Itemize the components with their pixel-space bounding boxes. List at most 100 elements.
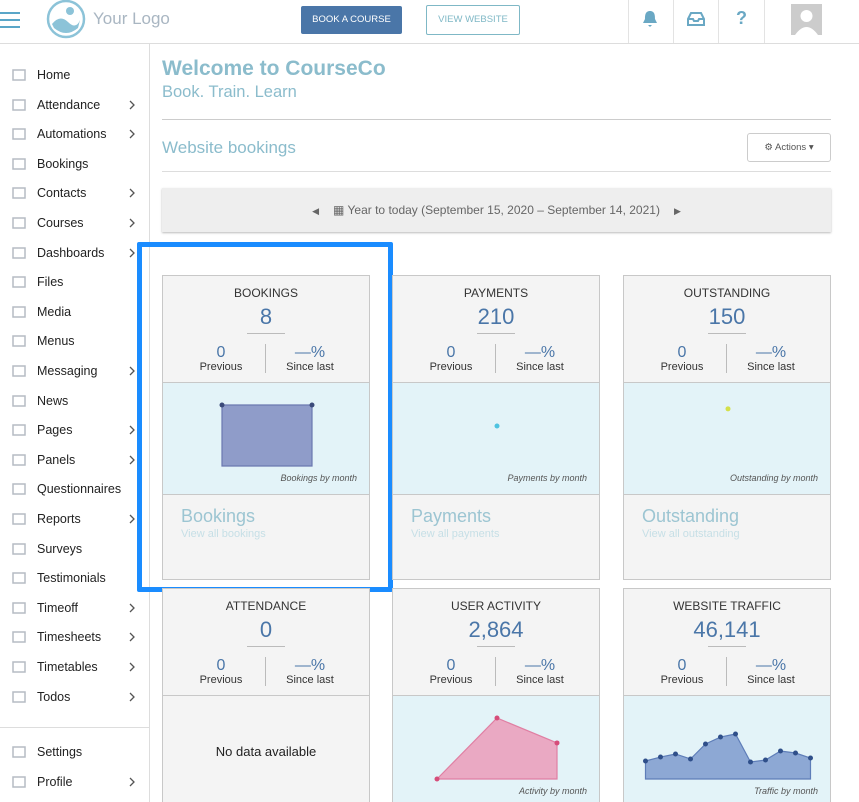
menu-item[interactable]: Surveys — [0, 536, 149, 562]
previous-label: Previous — [199, 361, 243, 373]
card-value: 210 — [477, 304, 515, 329]
card-link-subtitle[interactable]: View all payments — [411, 528, 500, 540]
menu-label: Reports — [37, 512, 81, 526]
menu-icon — [12, 69, 26, 81]
divider — [628, 0, 629, 43]
sidebar — [0, 44, 150, 802]
divider — [673, 0, 674, 43]
previous-label: Previous — [199, 674, 243, 686]
menu-item[interactable]: Messaging — [0, 358, 149, 384]
menu-label: Menus — [37, 334, 75, 349]
book-course-button[interactable]: BOOK A COURSE — [301, 6, 402, 34]
sparkline-point — [718, 734, 723, 740]
menu-item[interactable]: Automations — [0, 121, 149, 147]
menu-item[interactable]: Courses — [0, 210, 149, 236]
menu-item[interactable]: Media — [0, 299, 149, 325]
chart-caption: Bookings by month — [280, 473, 357, 483]
icon-shape — [12, 513, 26, 525]
menu-item[interactable]: Dashboards — [0, 240, 149, 266]
menu-item[interactable]: Attendance — [0, 92, 149, 118]
submenu-chevron — [129, 100, 135, 110]
card: USER ACTIVITY 2,864 0 Previous —% Since last A… — [392, 588, 600, 802]
menu-icon — [12, 276, 26, 288]
chart-caption: Payments by month — [507, 473, 587, 483]
sparkline-point — [763, 757, 768, 763]
chevron — [129, 662, 135, 672]
submenu-chevron — [129, 366, 135, 376]
icon-shape — [12, 335, 26, 348]
menu-item[interactable]: Questionnaires — [0, 476, 149, 502]
next-arrow[interactable]: ▶ — [673, 206, 681, 216]
previous-value: 0 — [216, 657, 226, 674]
chart-area: Activity by month — [393, 695, 599, 802]
top-bar — [0, 0, 859, 44]
chevron — [129, 455, 135, 465]
help-icon[interactable]: ? — [736, 8, 747, 28]
change-label: Since last — [286, 674, 334, 686]
value-underline — [247, 333, 285, 334]
column-divider — [726, 344, 727, 373]
notifications-icon[interactable] — [642, 10, 658, 28]
column-divider — [726, 657, 727, 686]
chart-area: No data available — [163, 695, 369, 802]
sparkline-area — [221, 404, 313, 467]
menu-item[interactable]: Contacts — [0, 180, 149, 206]
icon-shape — [12, 690, 26, 703]
menu-toggle[interactable] — [0, 10, 22, 30]
sparkline-point — [219, 402, 225, 408]
submenu-chevron — [129, 455, 135, 465]
actions-button[interactable]: ⚙ Actions ▾ — [747, 133, 831, 162]
menu-item[interactable]: Profile — [0, 769, 149, 795]
menu-item[interactable]: News — [0, 388, 149, 414]
sparkline-area — [644, 733, 812, 780]
previous-label: Previous — [429, 361, 473, 373]
sparkline-point — [725, 406, 731, 412]
chevron — [129, 425, 135, 435]
card-link-subtitle[interactable]: View all bookings — [181, 528, 266, 540]
avatar[interactable] — [791, 4, 822, 35]
menu-item[interactable]: Testimonials — [0, 565, 149, 591]
menu-item[interactable]: Timetables — [0, 654, 149, 680]
menu-icon — [12, 690, 26, 703]
menu-item[interactable]: Menus — [0, 328, 149, 354]
menu-item[interactable]: Settings — [0, 739, 149, 765]
menu-label: Messaging — [37, 364, 98, 378]
page-subtitle: Book. Train. Learn — [162, 83, 297, 101]
menu-icon — [12, 746, 26, 758]
chart-area: Traffic by month — [624, 695, 830, 802]
menu-item[interactable]: Timesheets — [0, 624, 149, 650]
menu-item[interactable]: Todos — [0, 684, 149, 710]
sparkline-point — [688, 756, 693, 762]
change-value: —% — [294, 657, 326, 674]
card-title: WEBSITE TRAFFIC — [673, 599, 781, 613]
card-value: 0 — [259, 617, 273, 642]
menu-item[interactable]: Panels — [0, 447, 149, 473]
card-link-title[interactable]: Payments — [411, 506, 492, 526]
menu-label: Timetables — [37, 660, 98, 674]
card-link-title[interactable]: Outstanding — [642, 506, 740, 526]
card-title: PAYMENTS — [463, 286, 529, 300]
menu-icon — [12, 483, 26, 496]
menu-label: Panels — [37, 452, 76, 467]
icon-shape — [12, 775, 26, 788]
menu-icon — [12, 306, 26, 318]
submenu-chevron — [129, 777, 135, 786]
menu-item[interactable]: Timeoff — [0, 595, 149, 621]
prev-arrow[interactable]: ◀ — [312, 206, 320, 216]
icon-shape — [12, 246, 26, 259]
divider — [718, 0, 719, 43]
menu-item[interactable]: Pages — [0, 417, 149, 443]
inbox-icon[interactable] — [687, 11, 705, 27]
menu-item[interactable]: Files — [0, 269, 149, 295]
card-link-title[interactable]: Bookings — [181, 506, 256, 526]
sparkline-point — [808, 755, 813, 761]
menu-item[interactable]: Bookings — [0, 151, 149, 177]
menu-item[interactable]: Home — [0, 62, 149, 88]
menu-label: Profile — [37, 774, 73, 789]
menu-label: News — [37, 393, 69, 408]
card-link-subtitle[interactable]: View all outstanding — [642, 528, 740, 540]
menu-label: Pages — [37, 423, 73, 438]
view-website-button[interactable]: VIEW WEBSITE — [426, 5, 520, 35]
menu-item[interactable]: Reports — [0, 506, 149, 532]
chart-area: Bookings by month — [163, 382, 369, 495]
